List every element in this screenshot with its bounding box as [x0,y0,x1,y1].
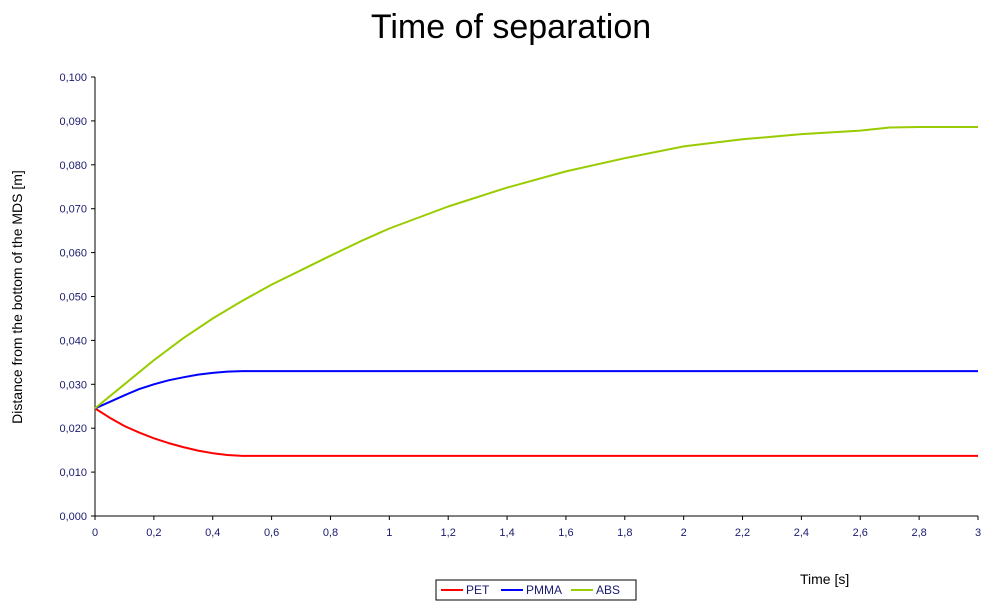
x-tick-label: 2,2 [735,527,750,539]
y-tick-label: 0,040 [59,335,87,347]
x-tick-label: 1 [386,527,392,539]
x-tick-label: 2,8 [911,527,926,539]
y-tick-label: 0,030 [59,379,87,391]
x-tick-label: 3 [975,527,981,539]
y-tick-label: 0,080 [59,160,87,172]
legend-label-pmma: PMMA [526,583,562,597]
y-tick-label: 0,100 [59,72,87,84]
series-line-pet [94,407,978,457]
x-tick-label: 1,2 [441,527,456,539]
x-tick-label: 2 [681,527,687,539]
y-tick-label: 0,050 [59,292,87,304]
y-tick-label: 0,020 [59,423,87,435]
series-line-pmma [94,370,978,410]
legend-box [435,579,637,601]
y-axis-title: Distance from the bottom of the MDS [m] [9,170,25,424]
x-tick-label: 0,4 [205,527,220,539]
legend-label-pet: PET [466,583,490,597]
x-tick-label: 1,4 [499,527,514,539]
y-tick-label: 0,070 [59,204,87,216]
chart-title: Time of separation [371,8,651,46]
x-tick-label: 2,6 [853,527,868,539]
x-axis-title: Time [s] [800,571,849,587]
x-tick-label: 1,6 [558,527,573,539]
x-tick-label: 0 [92,527,98,539]
y-tick-label: 0,000 [59,511,87,523]
y-tick-label: 0,090 [59,116,87,128]
y-tick-label: 0,010 [59,467,87,479]
x-tick-label: 0,8 [323,527,338,539]
x-tick-label: 0,6 [264,527,279,539]
x-tick-label: 0,2 [146,527,161,539]
x-tick-label: 2,4 [794,527,809,539]
plot-area: 0,000 0,010 0,020 0,030 0,040 0,050 0,060 0,070… [59,72,981,539]
legend-label-abs: ABS [596,583,620,597]
series-line-abs [94,126,978,410]
y-tick-label: 0,060 [59,248,87,260]
legend: PET PMMA ABS [435,579,637,601]
x-tick-label: 1,8 [617,527,632,539]
